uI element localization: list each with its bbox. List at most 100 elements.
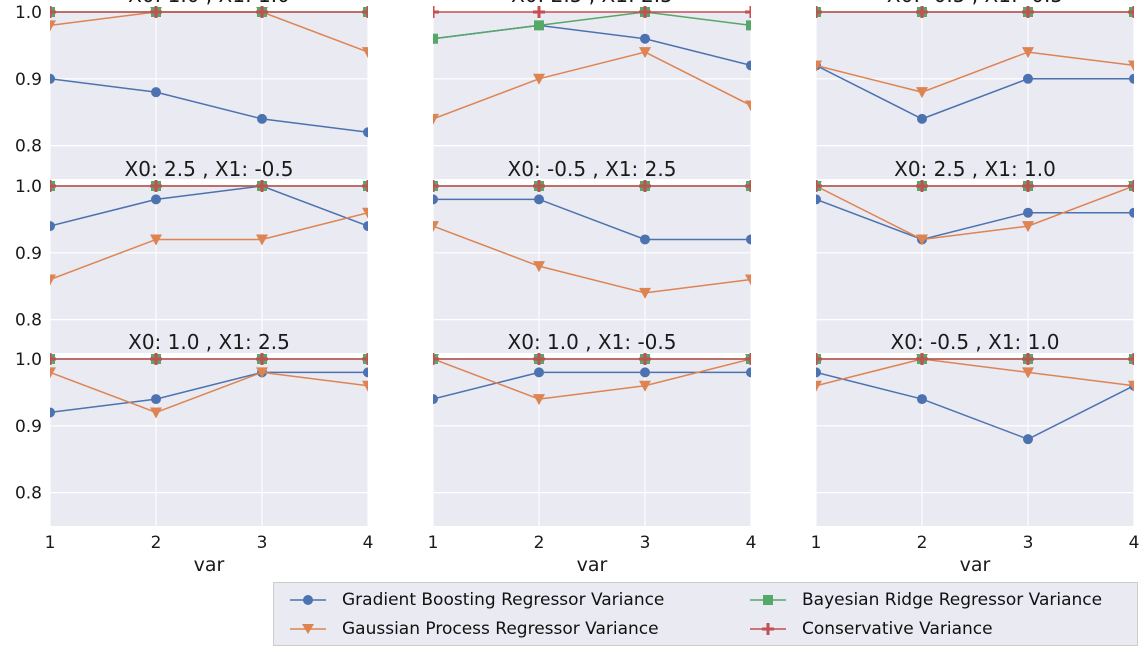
legend-marker-square-icon <box>750 595 786 605</box>
data-point <box>50 221 55 232</box>
data-point <box>533 394 545 406</box>
legend-item-conservative: Conservative Variance <box>748 614 993 644</box>
x-tick-label: 3 <box>1023 533 1034 553</box>
data-point <box>50 274 56 286</box>
data-point <box>534 194 544 205</box>
data-point <box>816 60 822 72</box>
data-point <box>639 180 651 192</box>
subplot-title: X0: 2.5 , X1: -0.5 <box>125 157 294 181</box>
data-point <box>256 367 268 379</box>
series-line <box>50 78 368 133</box>
series-line <box>433 358 751 400</box>
data-point <box>150 180 162 192</box>
data-point <box>816 194 821 205</box>
y-tick-label: 0.9 <box>15 70 42 90</box>
y-tick-label: 0.8 <box>15 311 42 331</box>
data-point <box>745 274 751 286</box>
data-point <box>363 367 368 378</box>
data-point <box>816 353 822 365</box>
data-point <box>916 87 928 99</box>
subplot-5: X0: -0.5 , X1: 2.5 <box>432 157 752 353</box>
data-point <box>1128 380 1134 392</box>
series-group <box>433 6 751 125</box>
data-point <box>150 234 162 246</box>
series-line <box>816 51 1134 93</box>
data-point <box>533 353 545 365</box>
x-tick-label: 4 <box>1129 533 1140 553</box>
plot-area <box>816 359 1134 526</box>
plot-area <box>50 186 368 353</box>
data-point <box>433 353 439 365</box>
x-tick-label: 3 <box>257 533 268 553</box>
plot-area <box>50 12 368 179</box>
x-tick-label: 2 <box>534 533 545 553</box>
data-point <box>916 234 928 246</box>
data-point <box>50 367 56 379</box>
data-point <box>1022 6 1034 18</box>
data-point <box>1129 207 1134 218</box>
data-point <box>746 60 751 71</box>
data-point <box>50 407 55 418</box>
subplot-2: X0: 2.5 , X1: 2.5 <box>432 0 752 179</box>
data-point <box>746 234 751 245</box>
x-tick-label: 1 <box>45 533 56 553</box>
data-point <box>639 287 651 299</box>
x-tick-label: 2 <box>151 533 162 553</box>
subplot-title: X0: 1.0 , X1: 2.5 <box>128 330 290 354</box>
subplot-title: X0: -0.5 , X1: 2.5 <box>508 157 677 181</box>
data-point <box>50 73 55 84</box>
data-point <box>745 180 751 192</box>
data-point <box>362 180 368 192</box>
data-point <box>639 380 651 392</box>
data-point <box>534 367 544 378</box>
data-point <box>362 207 368 219</box>
legend-label: Conservative Variance <box>802 619 993 639</box>
data-point <box>1022 221 1034 233</box>
data-point <box>50 180 56 192</box>
subplot-7: X0: 1.0 , X1: 2.5 0.8 0.9 1.0 1 2 3 4 var <box>15 330 373 576</box>
data-point <box>816 367 821 378</box>
series-group <box>816 180 1134 246</box>
data-point <box>1022 180 1034 192</box>
data-point <box>639 353 651 365</box>
data-point <box>745 6 751 18</box>
data-point <box>150 353 162 365</box>
subplot-6: X0: 2.5 , X1: 1.0 <box>815 157 1135 353</box>
y-tick-label: 0.9 <box>15 417 42 437</box>
data-point <box>533 6 545 18</box>
data-point <box>151 194 161 205</box>
data-point <box>917 113 927 124</box>
series-group <box>433 353 751 406</box>
data-point <box>916 353 928 365</box>
data-point <box>150 6 162 18</box>
series-line <box>50 371 368 414</box>
series-line <box>50 371 368 414</box>
data-point <box>50 6 56 18</box>
data-point <box>746 367 751 378</box>
series-line <box>816 358 1134 387</box>
subplot-title: X0: 1.0 , X1: -0.5 <box>508 330 677 354</box>
data-point <box>433 194 438 205</box>
series-group <box>50 180 368 286</box>
data-point <box>362 353 368 365</box>
data-point <box>1128 180 1134 192</box>
data-point <box>1022 367 1034 379</box>
data-point <box>816 180 822 192</box>
data-point <box>151 87 161 98</box>
data-point <box>363 221 368 232</box>
legend-label: Bayesian Ridge Regressor Variance <box>802 590 1103 610</box>
subplot-1: X0: 1.0 , X1: 1.0 0.8 0.9 1.0 <box>15 0 369 179</box>
subplot-title: X0: 2.5 , X1: 2.5 <box>511 0 673 7</box>
x-tick-label: 1 <box>811 533 822 553</box>
plot-area <box>50 359 368 526</box>
data-point <box>362 380 368 392</box>
subplot-3: X0: -0.5 , X1: -0.5 <box>815 0 1135 179</box>
data-point <box>362 6 368 18</box>
data-point <box>639 6 651 18</box>
chart-figure: X0: 1.0 , X1: 1.00.80.91.0X0: 2.5 , X1: … <box>15 0 1140 576</box>
x-tick-label: 3 <box>640 533 651 553</box>
series-line <box>816 185 1134 241</box>
data-point <box>433 33 438 44</box>
plot-area <box>433 186 751 353</box>
data-point <box>362 47 368 59</box>
